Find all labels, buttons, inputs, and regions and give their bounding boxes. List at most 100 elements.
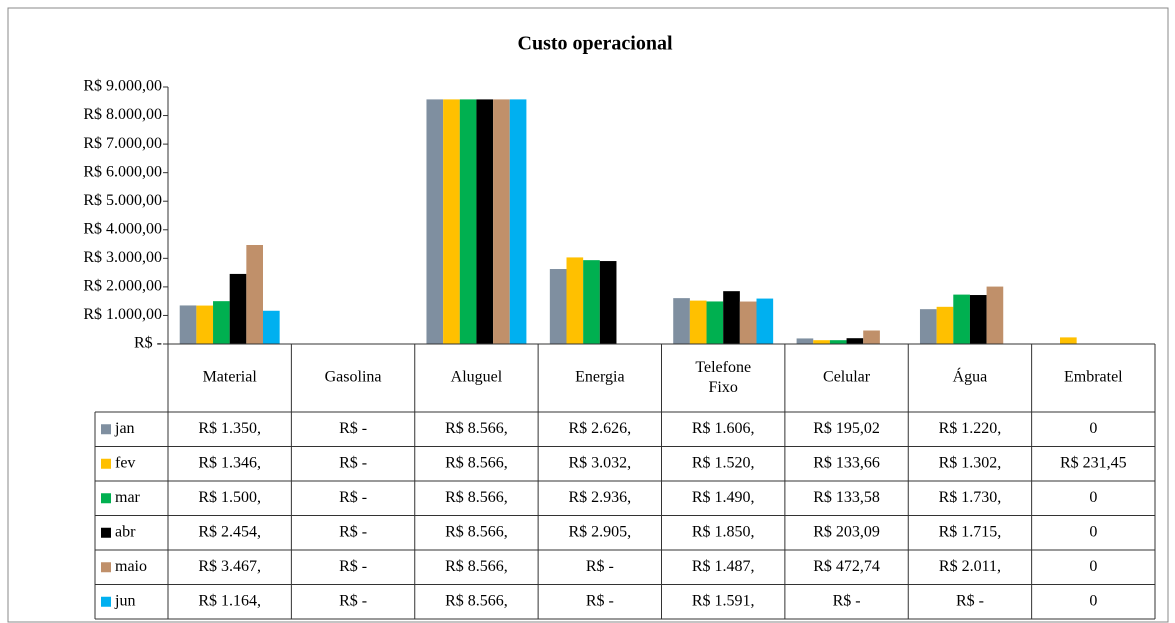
bar [549, 269, 567, 344]
y-tick-label: R$ 1.000,00 [83, 306, 162, 323]
bar [846, 338, 864, 344]
category-label: Energia [575, 369, 624, 386]
table-cell: 0 [1089, 489, 1097, 506]
y-tick-label: R$ - [134, 335, 162, 352]
bar [953, 294, 970, 344]
bar [936, 306, 954, 344]
table-cell: R$ 1.606, [692, 420, 755, 437]
table-cell: R$ - [586, 592, 614, 609]
bar [476, 99, 494, 344]
y-tick-label: R$ 4.000,00 [83, 220, 162, 237]
table-cell: R$ 1.346, [198, 454, 261, 471]
table-cell: R$ - [956, 592, 984, 609]
table-cell: R$ 1.500, [198, 489, 261, 506]
table-cell: R$ 1.220, [939, 420, 1002, 437]
bar [1060, 337, 1077, 344]
table-cell: R$ 133,58 [813, 489, 880, 506]
bar [509, 99, 527, 344]
bar [179, 305, 197, 344]
legend-label: mar [115, 489, 141, 506]
chart-title: Custo operacional [518, 33, 673, 55]
category-label: Material [203, 369, 258, 386]
category-label: Embratel [1064, 369, 1123, 386]
table-cell: 0 [1089, 420, 1097, 437]
legend-label: maio [115, 558, 147, 575]
table-cell: R$ 1.350, [198, 420, 261, 437]
bar [673, 298, 690, 344]
legend-key [101, 596, 111, 607]
table-cell: R$ 1.164, [198, 592, 261, 609]
table-cell: R$ 3.032, [568, 454, 631, 471]
table-cell: R$ 1.850, [692, 523, 755, 540]
category-label: Gasolina [325, 369, 382, 386]
table-cell: R$ 1.490, [692, 489, 755, 506]
y-tick-label: R$ 9.000,00 [83, 78, 162, 95]
table-cell: R$ 8.566, [445, 420, 508, 437]
table-cell: R$ 1.487, [692, 558, 755, 575]
table-cell: R$ 472,74 [813, 558, 880, 575]
table-cell: R$ - [339, 489, 367, 506]
table-cell: R$ - [339, 558, 367, 575]
bar [796, 338, 814, 344]
bar [229, 273, 247, 344]
bar [443, 99, 460, 344]
bar [426, 99, 444, 344]
table-cell: R$ 133,66 [813, 454, 880, 471]
table-cell: R$ 8.566, [445, 489, 508, 506]
bar [813, 340, 830, 344]
table-cell: R$ 1.730, [939, 489, 1002, 506]
table-cell: R$ 1.520, [692, 454, 755, 471]
legend-key [101, 562, 111, 573]
bar [756, 298, 774, 344]
table-cell: R$ - [339, 420, 367, 437]
table-cell: R$ 8.566, [445, 454, 508, 471]
y-tick-label: R$ 3.000,00 [83, 249, 162, 266]
table-cell: R$ 8.566, [445, 592, 508, 609]
y-tick-label: R$ 8.000,00 [83, 106, 162, 123]
table-cell: R$ 8.566, [445, 558, 508, 575]
legend-key [101, 493, 111, 504]
bar [196, 305, 214, 344]
bar [863, 330, 880, 344]
y-tick-label: R$ 2.000,00 [83, 278, 162, 295]
table-cell: R$ 1.302, [939, 454, 1002, 471]
bar [919, 309, 937, 344]
bar [213, 301, 230, 344]
legend-label: fev [115, 454, 135, 471]
bar [706, 301, 724, 344]
category-label: Aluguel [451, 369, 503, 386]
bar [723, 291, 740, 344]
table-cell: R$ 195,02 [813, 420, 880, 437]
category-label: Água [953, 367, 988, 386]
category-label: Telefone Fixo [695, 359, 751, 396]
bar [969, 295, 987, 344]
bar [246, 244, 263, 344]
bar [986, 286, 1004, 344]
bar [493, 99, 510, 344]
table-cell: R$ - [339, 523, 367, 540]
table-cell: R$ 2.936, [568, 489, 631, 506]
table-cell: R$ 3.467, [198, 558, 261, 575]
legend-key [101, 527, 111, 538]
legend-label: jan [114, 420, 135, 437]
y-tick-label: R$ 6.000,00 [83, 163, 162, 180]
table-cell: R$ 8.566, [445, 523, 508, 540]
legend-key [101, 458, 111, 469]
table-cell: R$ 1.715, [939, 523, 1002, 540]
bar [566, 257, 584, 344]
table-cell: 0 [1089, 523, 1097, 540]
y-tick-label: R$ 7.000,00 [83, 135, 162, 152]
table-cell: R$ - [339, 454, 367, 471]
bar [739, 301, 757, 344]
table-cell: R$ 231,45 [1060, 454, 1127, 471]
table-cell: R$ - [833, 592, 861, 609]
table-cell: R$ 1.591, [692, 592, 755, 609]
table-cell: R$ 2.905, [568, 523, 631, 540]
legend-key [101, 424, 111, 435]
bar [459, 99, 477, 344]
table-cell: R$ 2.626, [568, 420, 631, 437]
y-tick-label: R$ 5.000,00 [83, 192, 162, 209]
bar [262, 310, 280, 344]
